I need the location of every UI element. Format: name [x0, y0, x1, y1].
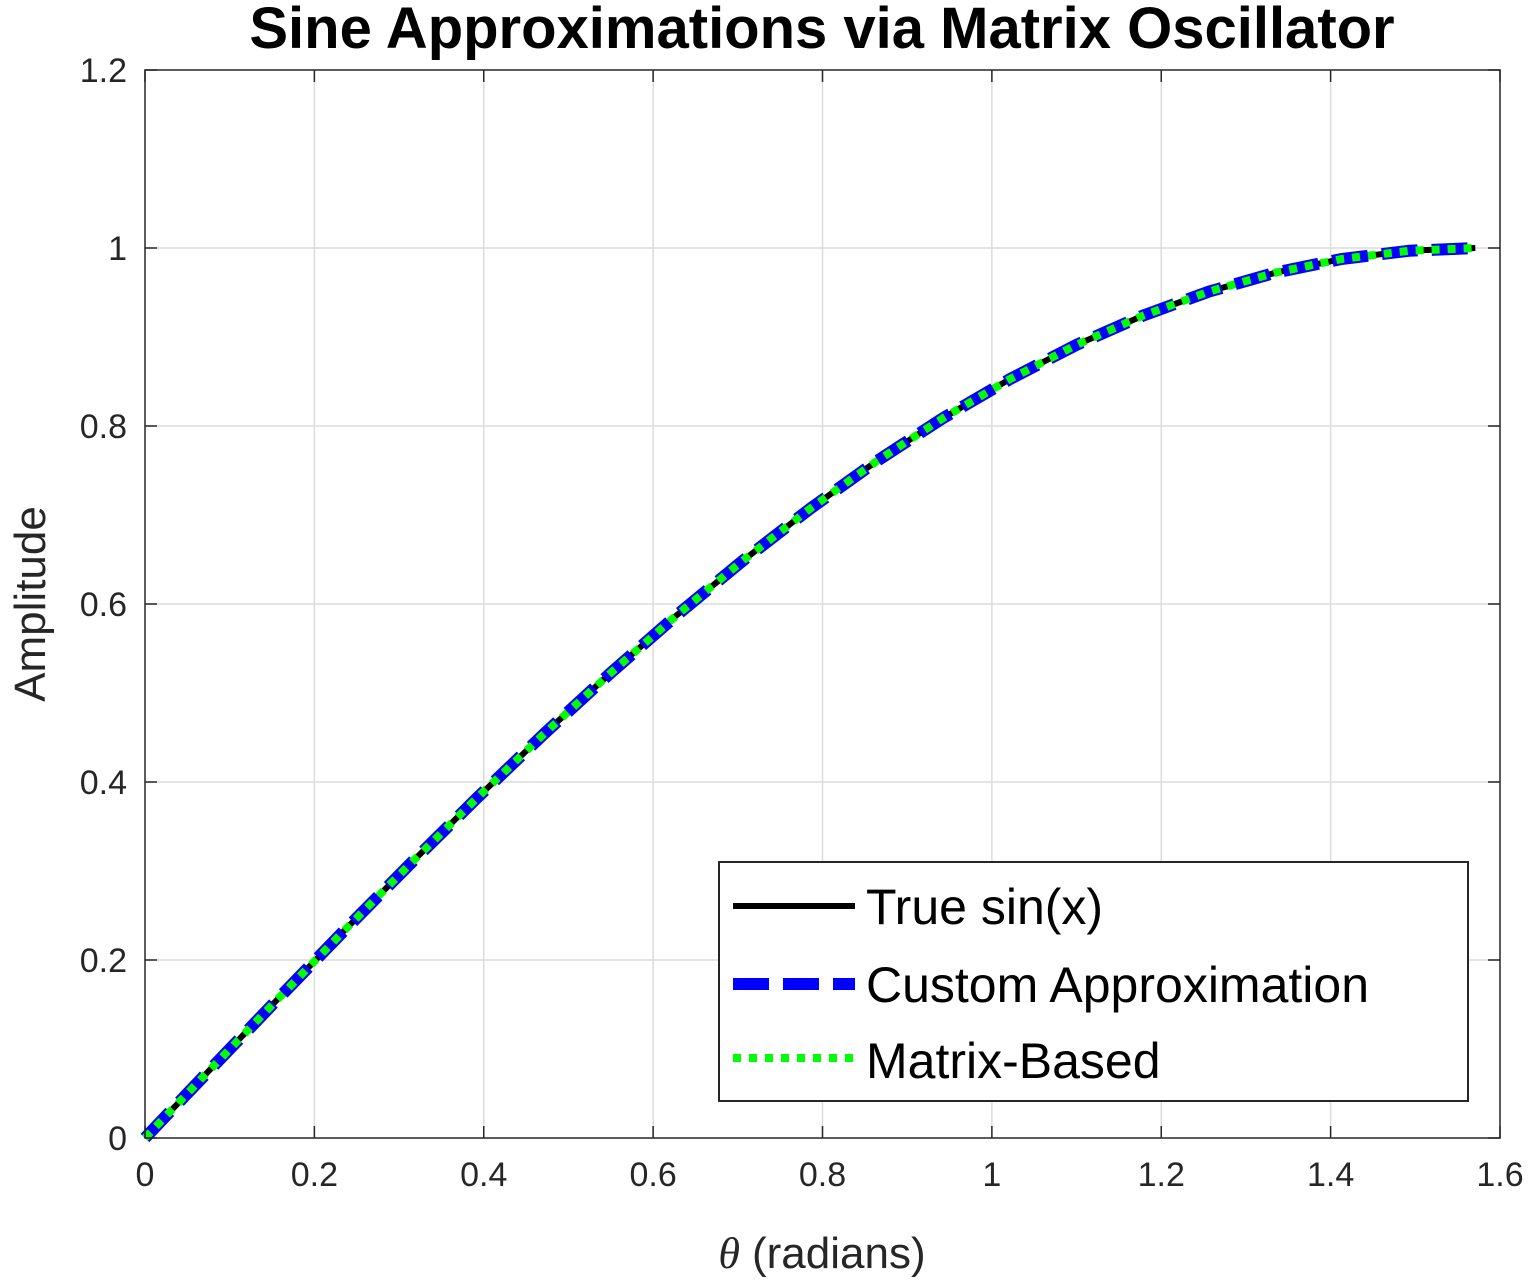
- y-tick-label: 0.8: [80, 408, 127, 446]
- series-lines: [140, 242, 1476, 1143]
- y-tick-label: 0.4: [80, 764, 127, 802]
- x-tick-label: 0.2: [291, 1156, 338, 1194]
- x-axis-label: θ (radians): [718, 1229, 925, 1278]
- chart-title: Sine Approximations via Matrix Oscillato…: [249, 0, 1394, 61]
- x-tick-label: 1.2: [1138, 1156, 1185, 1194]
- ticks: 0 0.2 0.4 0.6 0.8 1 1.2 1.4 1.6 0 0.2 0.4 0.6 0.8 1 1.2: [80, 52, 1524, 1194]
- x-tick-label: 0.4: [460, 1156, 507, 1194]
- legend-label-true: True sin(x): [866, 879, 1103, 935]
- y-tick-label: 0.2: [80, 942, 127, 980]
- x-tick-label: 0.6: [629, 1156, 676, 1194]
- y-tick-label: 1.2: [80, 52, 127, 90]
- grid: [145, 70, 1500, 1138]
- legend-label-custom: Custom Approximation: [866, 957, 1369, 1013]
- x-tick-label: 0: [136, 1156, 155, 1194]
- x-tick-label: 1.6: [1476, 1156, 1523, 1194]
- y-tick-label: 0: [108, 1120, 127, 1158]
- y-tick-label: 0.6: [80, 586, 127, 624]
- x-axis-label-text: (radians): [752, 1229, 926, 1278]
- x-axis-label-symbol: θ: [718, 1229, 740, 1278]
- x-tick-label: 1.4: [1307, 1156, 1354, 1194]
- legend-label-matrix: Matrix-Based: [866, 1033, 1161, 1089]
- x-tick-label: 1: [982, 1156, 1001, 1194]
- x-tick-label: 0.8: [799, 1156, 846, 1194]
- y-axis-label: Amplitude: [6, 506, 55, 702]
- matrix-based-line: [142, 244, 1476, 1141]
- legend: True sin(x) Custom Approximation Matrix-…: [718, 861, 1469, 1102]
- y-tick-label: 1: [108, 230, 127, 268]
